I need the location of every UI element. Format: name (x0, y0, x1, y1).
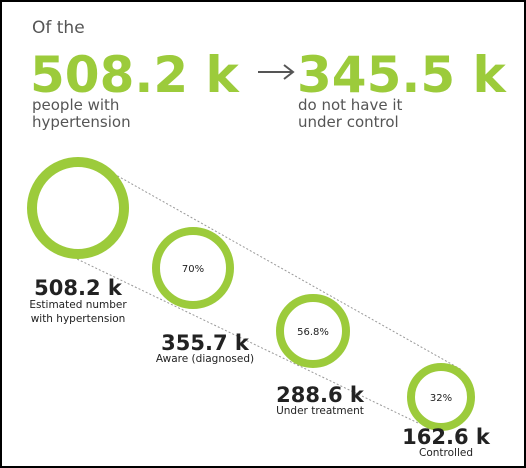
stage-label: Aware (diagnosed) (156, 353, 254, 365)
total-caption: hypertension (32, 113, 131, 131)
stage-value: 355.7 k (161, 331, 250, 355)
stage-value: 508.2 k (34, 276, 123, 300)
circle (27, 157, 129, 259)
stage-label: Under treatment (276, 405, 364, 417)
circle (407, 363, 475, 431)
arrow (258, 64, 295, 80)
circle (152, 227, 234, 309)
connectors (51, 165, 463, 424)
percent: 32% (430, 393, 452, 404)
percent: 56.8% (297, 327, 329, 338)
uncontrolled: 345.5 k (297, 46, 508, 104)
stage-value: 288.6 k (276, 383, 365, 407)
stage-label: Controlled (419, 447, 473, 459)
stage-value: 162.6 k (402, 425, 491, 449)
stage-label: with hypertension (31, 313, 126, 325)
funnel-circles (27, 157, 475, 431)
uncontrolled-caption: do not have it (298, 96, 403, 114)
total: 508.2 k (30, 46, 241, 104)
uncontrolled-caption: under control (298, 113, 399, 131)
percent: 70% (182, 264, 204, 275)
stage-label: Estimated number (29, 299, 127, 311)
total-caption: people with (32, 96, 119, 114)
intro: Of the (32, 18, 85, 38)
circle (276, 294, 350, 368)
